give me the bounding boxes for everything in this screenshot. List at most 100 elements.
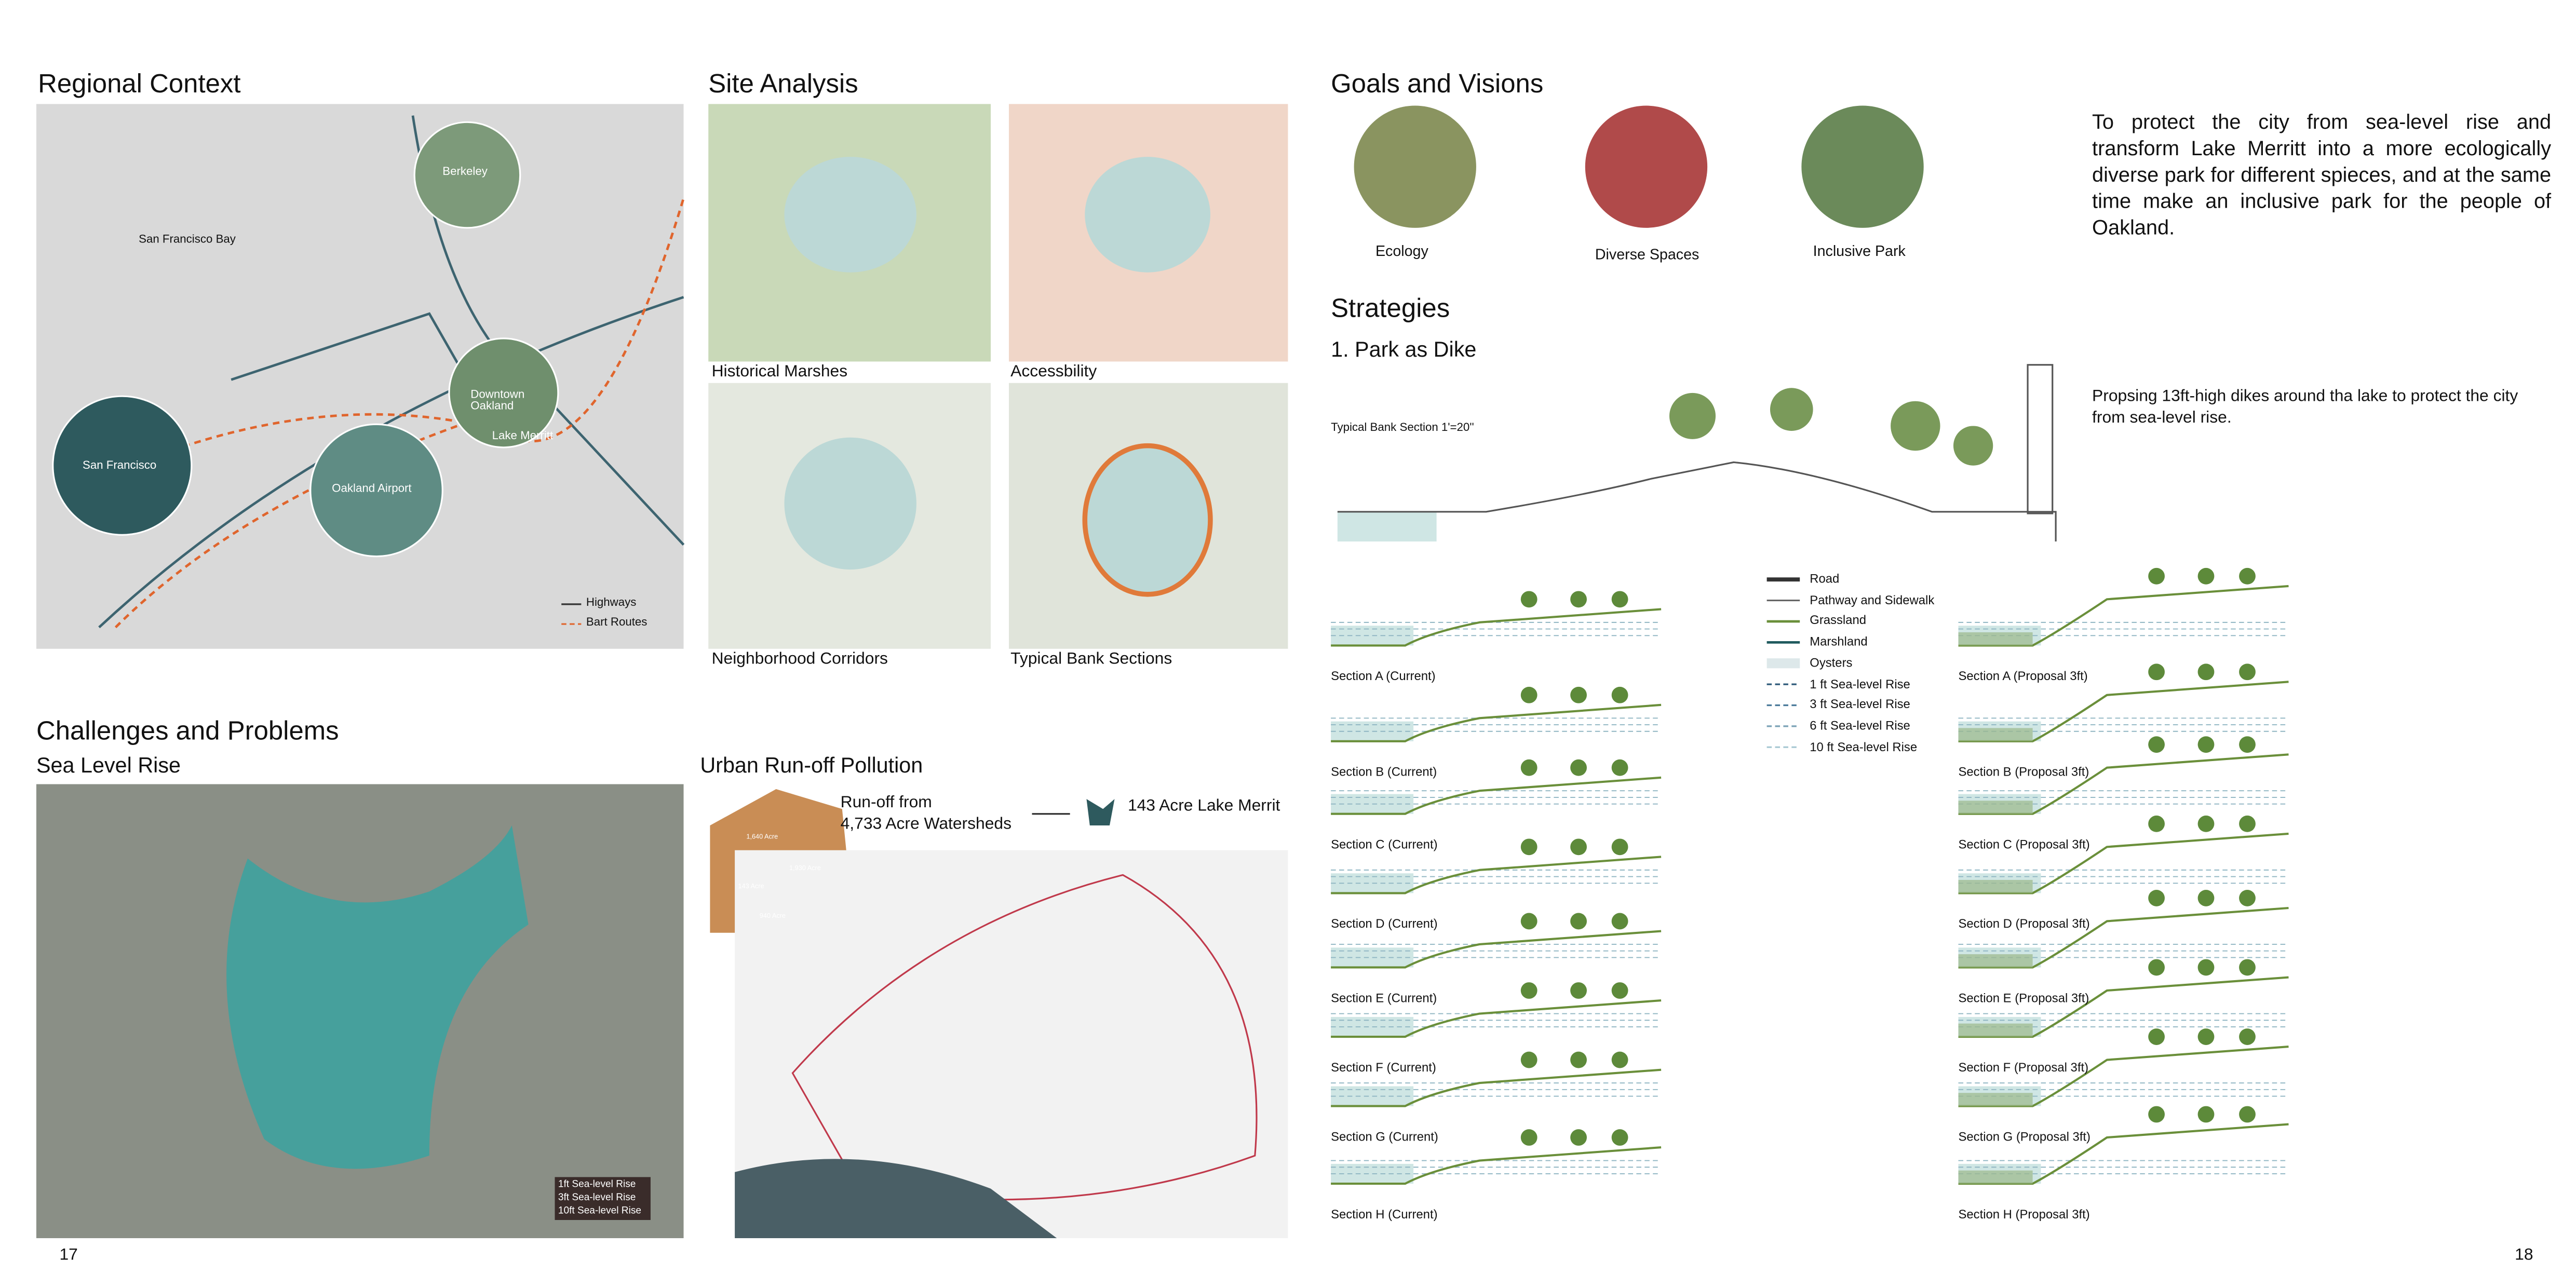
heading: Regional Context bbox=[38, 71, 241, 99]
section-label: Section E (Proposal 3ft) bbox=[1958, 991, 2089, 1006]
oakland-inset bbox=[448, 337, 559, 449]
legend-label: Road bbox=[1810, 571, 1840, 586]
tree bbox=[1611, 1129, 1628, 1146]
ground-profile bbox=[1331, 1146, 1662, 1185]
tree bbox=[2148, 890, 2165, 906]
rise-label: 10ft Sea-level Rise bbox=[558, 1206, 641, 1217]
tree bbox=[1611, 982, 1628, 999]
tree bbox=[2239, 890, 2256, 906]
ground-profile bbox=[1958, 753, 2289, 815]
tree bbox=[1570, 686, 1587, 703]
tree bbox=[2148, 663, 2165, 681]
marsh bbox=[1958, 728, 2033, 741]
tree bbox=[1520, 591, 1537, 608]
goal-caption: Diverse Spaces bbox=[1595, 246, 1700, 263]
marsh bbox=[1958, 801, 2033, 814]
lake bbox=[784, 437, 916, 570]
bay bbox=[735, 1159, 1057, 1238]
goal-image bbox=[1585, 105, 1708, 228]
heading: Goals and Visions bbox=[1331, 71, 1544, 99]
ground-profile bbox=[1958, 585, 2289, 647]
rise-label: 1ft Sea-level Rise bbox=[558, 1180, 636, 1190]
marsh bbox=[1958, 632, 2033, 646]
legend-label: 1 ft Sea-level Rise bbox=[1810, 676, 1910, 691]
tree bbox=[2239, 1106, 2256, 1123]
tree bbox=[2197, 663, 2215, 681]
label-box bbox=[555, 1177, 651, 1221]
section-label: Section B (Proposal 3ft) bbox=[1958, 764, 2089, 779]
tree bbox=[2239, 663, 2256, 681]
section-title: Typical Bank Section 1'=20'' bbox=[1331, 423, 1474, 435]
section-drawings bbox=[1331, 567, 2289, 1185]
tree bbox=[2148, 1106, 2165, 1123]
statement: To protect the city from sea-level rise … bbox=[2092, 111, 2552, 239]
marsh bbox=[1958, 1023, 2033, 1037]
caption: Neighborhood Corridors bbox=[711, 650, 888, 669]
section-label: Section C (Current) bbox=[1331, 837, 1438, 852]
tree bbox=[2239, 567, 2256, 585]
tree bbox=[1570, 1051, 1587, 1068]
tree bbox=[1611, 913, 1628, 930]
tree bbox=[2239, 815, 2256, 832]
sf-inset bbox=[52, 395, 193, 536]
heading: Site Analysis bbox=[708, 71, 858, 99]
legend-label: Bart Routes bbox=[586, 617, 648, 629]
tree bbox=[1570, 591, 1587, 608]
ground-profile bbox=[1331, 856, 1662, 894]
ground-profile bbox=[1331, 1068, 1662, 1107]
ground-profile bbox=[1958, 976, 2289, 1038]
area-label: 940 Acre bbox=[759, 911, 786, 920]
map-label: San Francisco bbox=[83, 460, 157, 472]
map-label: San Francisco Bay bbox=[139, 234, 236, 246]
lake bbox=[1085, 157, 1210, 273]
watershed-boundary bbox=[791, 874, 1258, 1201]
tree bbox=[2148, 959, 2165, 976]
section-label: Section C (Proposal 3ft) bbox=[1958, 837, 2090, 852]
ground-profile bbox=[1958, 906, 2289, 969]
section-label: Section F (Proposal 3ft) bbox=[1958, 1060, 2089, 1075]
section-label: Section E (Current) bbox=[1331, 991, 1437, 1006]
tree bbox=[1520, 982, 1537, 999]
runoff-text: 143 Acre Lake Merrit bbox=[1127, 797, 1280, 816]
tree bbox=[1520, 759, 1537, 776]
goal-caption: Ecology bbox=[1375, 242, 1428, 260]
map-label: Berkeley bbox=[442, 167, 488, 179]
section-label: Section G (Proposal 3ft) bbox=[1958, 1129, 2091, 1144]
legend-label: Highways bbox=[586, 598, 637, 609]
ground-profile bbox=[1331, 703, 1662, 742]
tree bbox=[1570, 982, 1587, 999]
trees bbox=[1669, 388, 1993, 466]
tree bbox=[1520, 913, 1537, 930]
runoff-text: Run-off from bbox=[840, 794, 932, 812]
tree bbox=[2239, 959, 2256, 976]
ground-profile bbox=[1958, 1046, 2289, 1107]
section-label: Section F (Current) bbox=[1331, 1060, 1436, 1075]
tree bbox=[2197, 736, 2215, 753]
goal-image bbox=[1801, 105, 1924, 228]
caption: Typical Bank Sections bbox=[1010, 650, 1172, 669]
page-number: 17 bbox=[59, 1246, 78, 1265]
marsh bbox=[1958, 1170, 2033, 1184]
berkeley-inset bbox=[413, 121, 521, 229]
tree bbox=[2239, 736, 2256, 753]
regional-map bbox=[36, 104, 684, 649]
dike-profile bbox=[1337, 461, 2057, 542]
marsh bbox=[1958, 879, 2033, 893]
page-number: 18 bbox=[2515, 1246, 2533, 1265]
tree bbox=[2197, 890, 2215, 906]
tree bbox=[2148, 736, 2165, 753]
legend-label: 10 ft Sea-level Rise bbox=[1810, 739, 1918, 754]
area-label: 143 Acre bbox=[738, 882, 764, 890]
subheading: Sea Level Rise bbox=[36, 753, 181, 778]
airport-inset bbox=[309, 423, 443, 558]
tree bbox=[1570, 913, 1587, 930]
tree bbox=[2148, 1028, 2165, 1045]
tree bbox=[1520, 1051, 1537, 1068]
legend-label: 6 ft Sea-level Rise bbox=[1810, 717, 1910, 733]
goal-image bbox=[1354, 105, 1476, 228]
legend-label: Grassland bbox=[1810, 613, 1866, 628]
tree bbox=[1611, 838, 1628, 856]
ground-profile bbox=[1958, 1123, 2289, 1185]
tree bbox=[1570, 838, 1587, 856]
